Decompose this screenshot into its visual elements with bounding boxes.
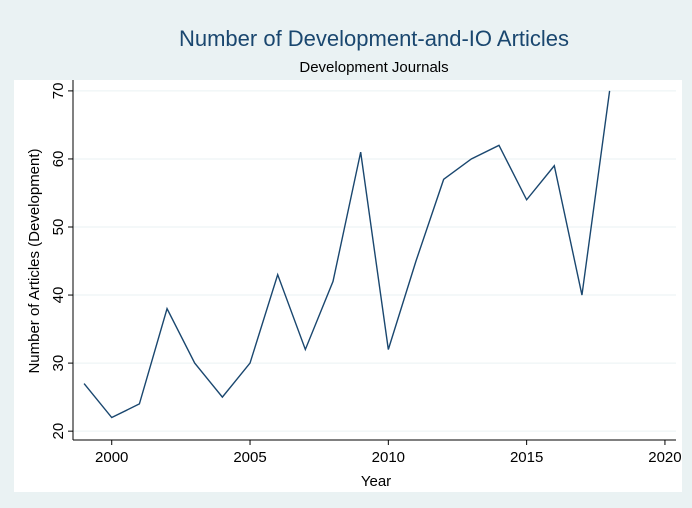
y-tick-label: 70 [50,83,67,100]
y-axis-label: Number of Articles (Development) [26,148,43,373]
inner-region [14,80,682,492]
y-tick-label: 50 [50,219,67,236]
y-tick-label: 20 [50,423,67,440]
x-tick-label: 2000 [95,449,128,466]
y-tick-label: 60 [50,151,67,168]
x-axis-label: Year [361,473,391,490]
x-tick-label: 2020 [648,449,681,466]
x-tick-label: 2010 [372,449,405,466]
y-tick-label: 30 [50,355,67,372]
x-tick-label: 2015 [510,449,543,466]
line-series [83,90,611,419]
x-tick-label: 2005 [233,449,266,466]
y-tick-label: 40 [50,287,67,304]
chart-subtitle: Development Journals [299,59,448,76]
chart-title: Number of Development-and-IO Articles [179,26,569,51]
